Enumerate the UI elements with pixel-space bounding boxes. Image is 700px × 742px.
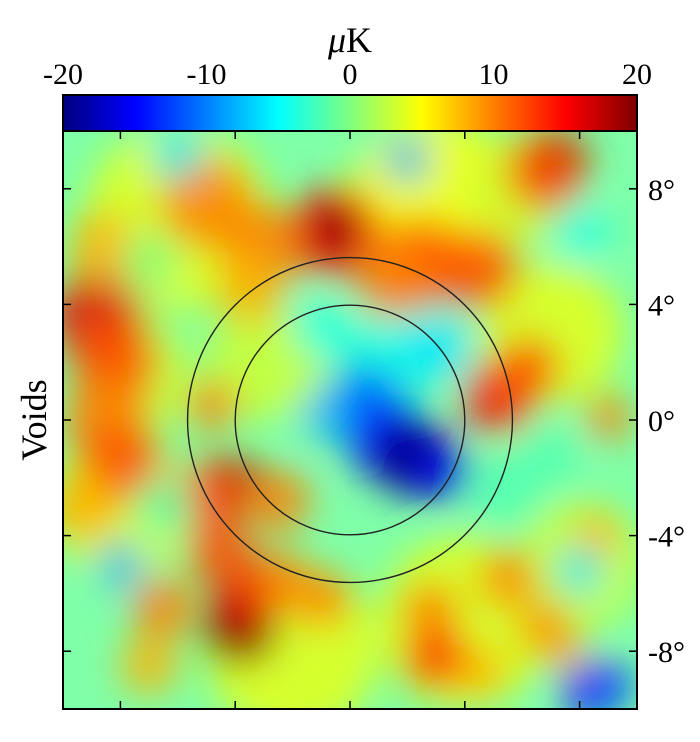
heatmap-cell: [453, 645, 505, 698]
y-tick-label: 0°: [648, 405, 675, 438]
heatmap-cell: [186, 515, 256, 585]
heatmap-cell: [131, 576, 196, 640]
heatmap-cell: [404, 625, 468, 689]
aperture-circle: [234, 304, 466, 536]
heatmap-cell: [550, 203, 609, 261]
colorbar-label: μK: [327, 20, 372, 60]
colorbar-label-prefix: μ: [327, 20, 346, 60]
heatmap-cell: [120, 232, 178, 290]
y-ticks: 8° 4° 0° -4° -8°: [63, 174, 685, 669]
y-tick-label: -8°: [648, 636, 685, 669]
heatmap-cell: [301, 388, 353, 441]
heatmap-cell: [542, 628, 589, 675]
heatmap-cell: [206, 304, 322, 420]
colorbar-tick-label: 10: [479, 58, 509, 91]
heatmap-cell: [585, 394, 632, 441]
heatmap-cell: [63, 472, 118, 542]
heatmap-cell: [120, 636, 178, 695]
heatmap-cell: [309, 203, 362, 256]
heatmap-cell: [384, 136, 431, 183]
colorbar-label-suffix: K: [346, 20, 372, 60]
colorbar-tick-label: 0: [343, 58, 358, 91]
heatmap-blobs: [63, 131, 637, 709]
colorbar-tick-label: 20: [622, 58, 652, 91]
heatmap-cell: [401, 582, 460, 640]
aperture-circle: [186, 256, 514, 584]
heatmap-cell: [249, 550, 307, 608]
colorbar-ticks: -20 -10 0 10 20: [43, 58, 652, 103]
heatmap-cell: [134, 478, 193, 536]
heatmap-cell: [292, 298, 350, 357]
y-tick-label: 8°: [648, 174, 675, 207]
heatmap-cell: [246, 469, 310, 533]
y-tick-label: -4°: [648, 521, 685, 554]
heatmap-area: [63, 131, 637, 709]
heatmap-cell: [438, 229, 520, 310]
heatmap-cell: [215, 255, 284, 325]
heatmap-cell: [413, 443, 471, 501]
colorbar: [62, 94, 638, 132]
x-ticks: [119, 131, 581, 709]
heatmap-cell: [504, 131, 586, 212]
y-tick-label: 4°: [648, 289, 675, 322]
heatmap-cell: [556, 547, 603, 594]
heatmap-cell: [151, 131, 204, 180]
heatmap-cell: [522, 425, 580, 484]
y-axis-label: Voids: [14, 379, 54, 460]
heatmap-cell: [186, 379, 239, 432]
heatmap-cell: [68, 212, 138, 282]
heatmap-cell: [355, 243, 431, 319]
heatmap-cell: [473, 457, 543, 527]
heatmap-cell: [292, 570, 350, 628]
heatmap-cell: [97, 541, 144, 588]
colorbar-tick-label: -10: [187, 58, 227, 91]
aperture-circles: [186, 256, 514, 584]
colorbar-tick-label: -20: [43, 58, 83, 91]
heatmap-cell: [479, 550, 537, 608]
heatmap-cell: [496, 336, 560, 400]
heatmap-cell: [573, 512, 620, 559]
heatmap-cell: [401, 313, 471, 383]
heatmap-cell: [582, 660, 635, 709]
